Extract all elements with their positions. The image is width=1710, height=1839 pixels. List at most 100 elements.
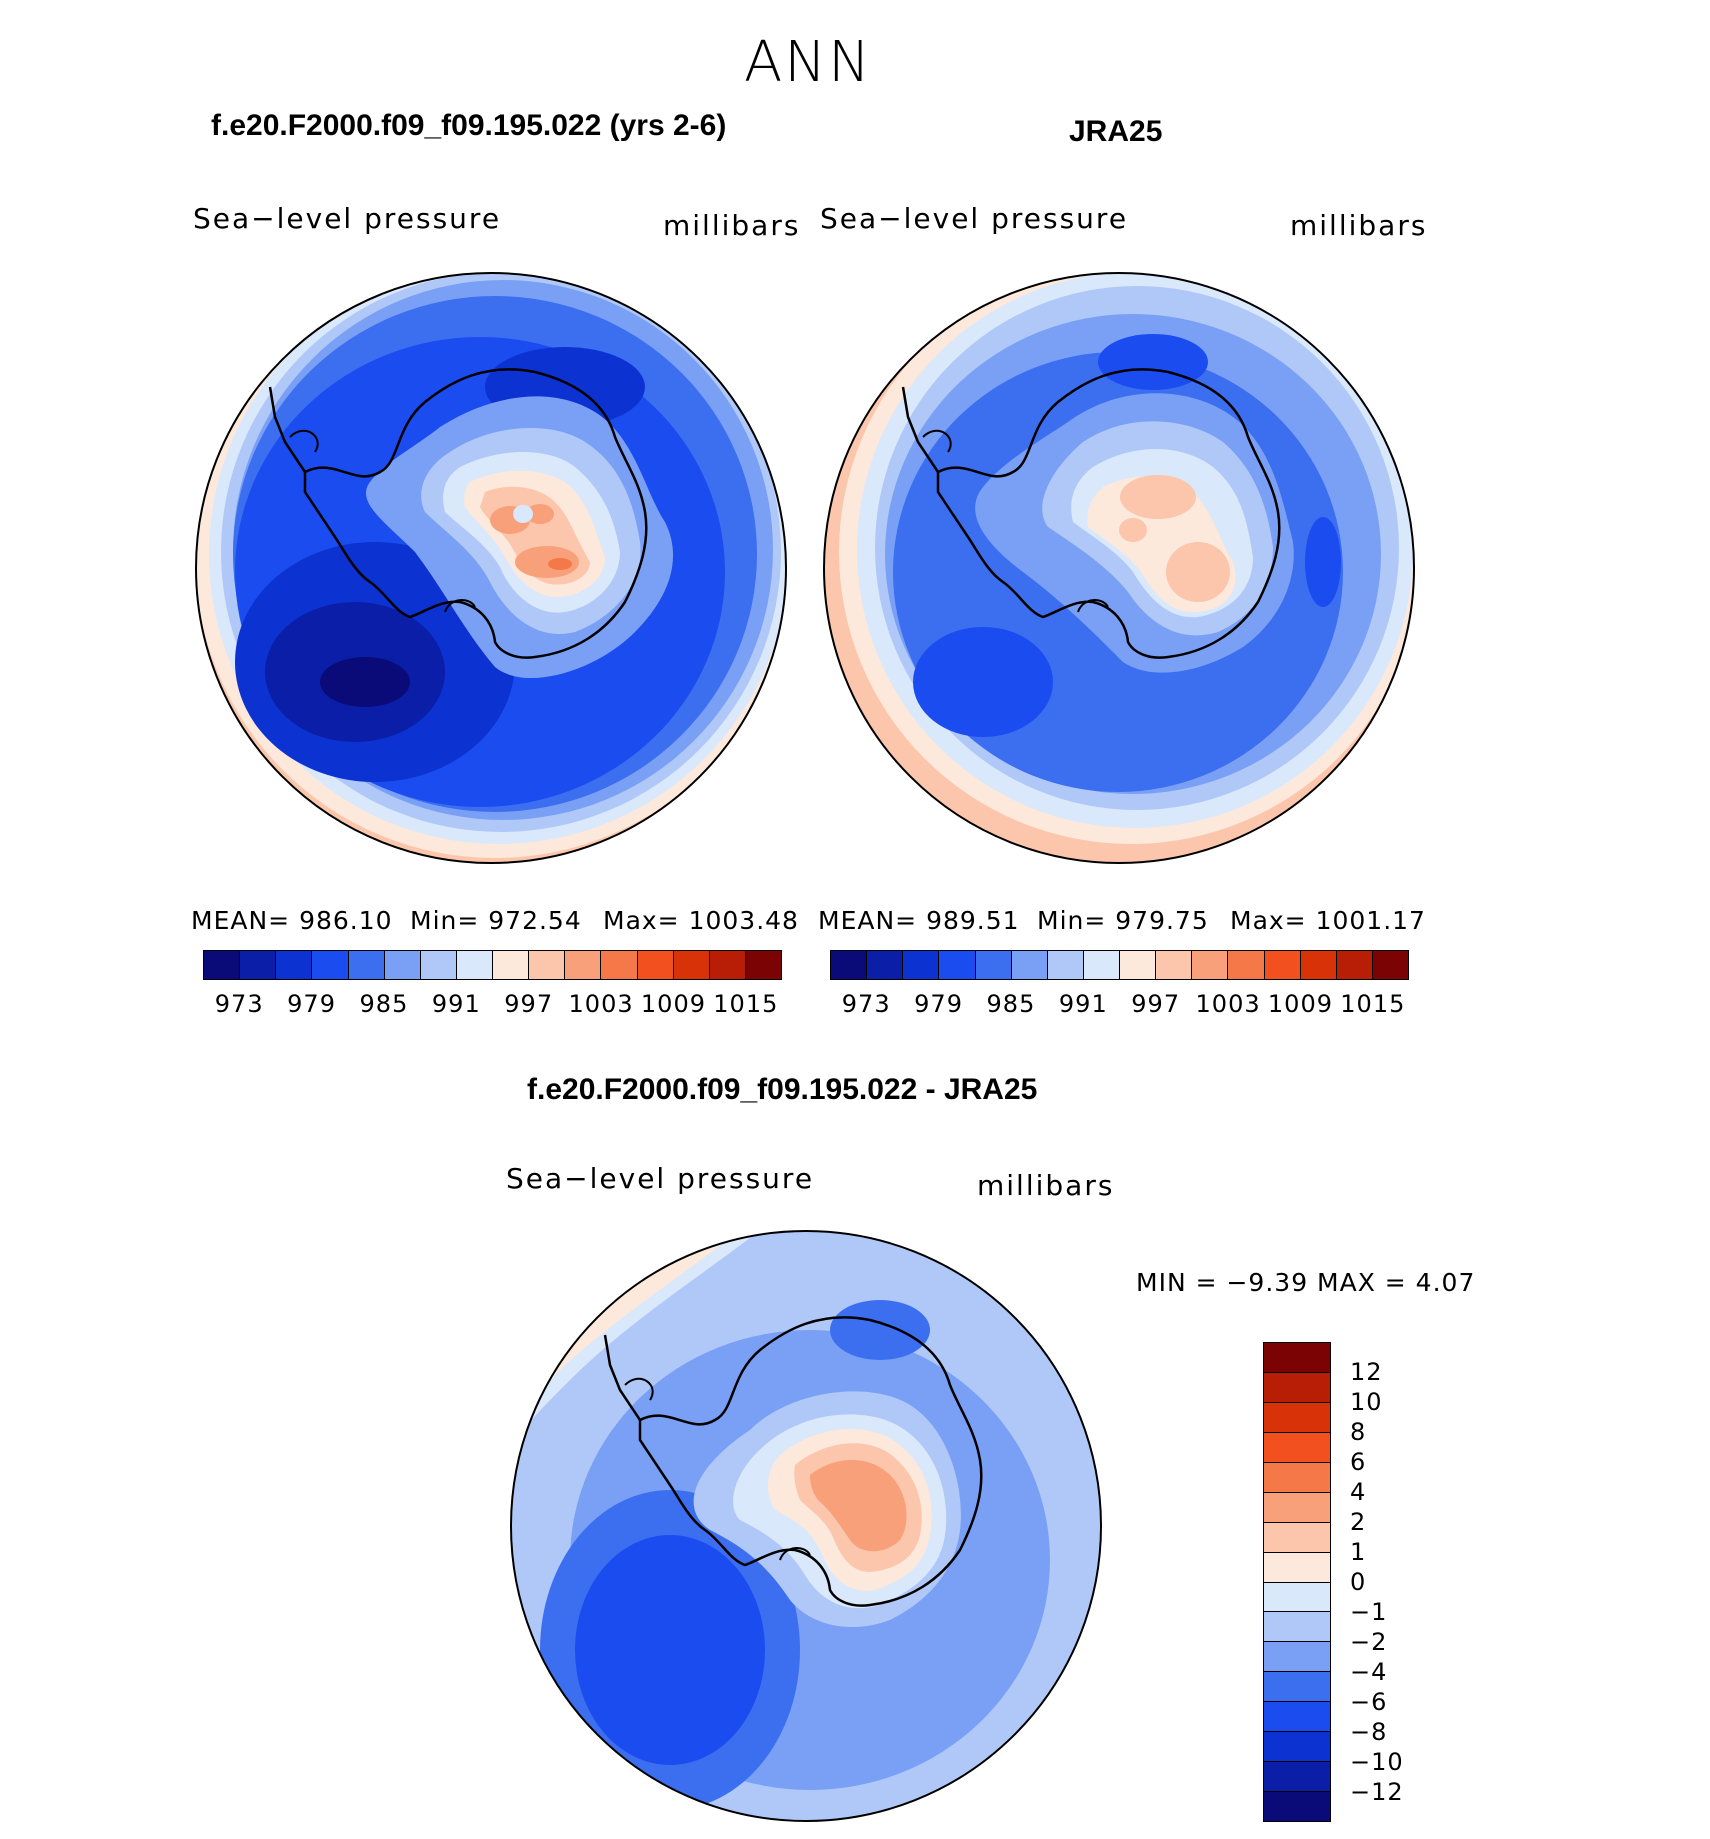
panel-1-mean: MEAN= 986.10 [191, 906, 393, 935]
panel-2-title: JRA25 [1069, 115, 1163, 148]
panel-3-map [510, 1230, 1102, 1822]
panel-2-min: Min= 979.75 [1037, 906, 1209, 935]
colorbar-box [493, 951, 530, 979]
colorbar-box [276, 951, 313, 979]
panel-2-colorbar-ticks: 973 979 985 991 997 1003 1009 1015 [830, 990, 1409, 1020]
colorbar-tick-label: 2 [1350, 1508, 1367, 1536]
colorbar-box [1372, 951, 1408, 979]
panel-3-title: f.e20.F2000.f09_f09.195.022 - JRA25 [527, 1073, 1038, 1106]
colorbar-box [1228, 951, 1265, 979]
panel-1-title: f.e20.F2000.f09_f09.195.022 (yrs 2-6) [211, 109, 727, 142]
figure-title: ANN [743, 30, 873, 95]
colorbar-box [1264, 1462, 1330, 1493]
colorbar-box [384, 951, 421, 979]
colorbar-box [745, 951, 781, 979]
colorbar-box [565, 951, 602, 979]
colorbar-box [420, 951, 457, 979]
colorbar-box [975, 951, 1012, 979]
panel-2-map [823, 272, 1415, 864]
colorbar-tick-label: −10 [1350, 1748, 1404, 1776]
panel-2-mean: MEAN= 989.51 [818, 906, 1020, 935]
colorbar-box [939, 951, 976, 979]
colorbar-tick-label: 12 [1350, 1358, 1383, 1386]
colorbar-box [1156, 951, 1193, 979]
panel-1-units-label: millibars [663, 209, 801, 242]
colorbar-tick-label: 1 [1350, 1538, 1367, 1566]
colorbar-box [1192, 951, 1229, 979]
colorbar-tick-label: 4 [1350, 1478, 1367, 1506]
colorbar-box [1264, 1762, 1330, 1793]
colorbar-tick-label: 997 [1131, 990, 1181, 1018]
colorbar-tick-label: −2 [1350, 1628, 1388, 1656]
panel-1-colorbar [203, 950, 782, 980]
panel-3-variable-label: Sea−level pressure [506, 1162, 815, 1195]
colorbar-tick-label: 979 [914, 990, 963, 1018]
colorbar-tick-label: 973 [214, 990, 264, 1018]
colorbar-tick-label: 6 [1350, 1448, 1367, 1476]
colorbar-tick-label: −4 [1350, 1658, 1388, 1686]
colorbar-box [1300, 951, 1337, 979]
colorbar-box [831, 951, 868, 979]
colorbar-box [456, 951, 493, 979]
colorbar-box [204, 951, 241, 979]
colorbar-box [1264, 1343, 1330, 1373]
colorbar-tick-label: 1009 [1267, 990, 1333, 1018]
colorbar-box [1264, 1372, 1330, 1403]
colorbar-tick-label: 991 [431, 990, 481, 1018]
colorbar-box [1336, 951, 1373, 979]
colorbar-tick-label: −8 [1350, 1718, 1388, 1746]
panel-2-variable-label: Sea−level pressure [820, 202, 1129, 235]
colorbar-box [637, 951, 674, 979]
colorbar-box [867, 951, 904, 979]
colorbar-box [1120, 951, 1157, 979]
colorbar-box [240, 951, 277, 979]
colorbar-box [1264, 1582, 1330, 1613]
colorbar-box [312, 951, 349, 979]
colorbar-box [1264, 951, 1301, 979]
colorbar-box [1264, 1522, 1330, 1553]
colorbar-tick-label: 1015 [1340, 990, 1406, 1018]
colorbar-box [1264, 1492, 1330, 1523]
colorbar-box [1264, 1432, 1330, 1463]
panel-1-map [195, 272, 787, 864]
colorbar-tick-label: 985 [359, 990, 409, 1018]
colorbar-tick-label: 10 [1350, 1388, 1383, 1416]
colorbar-box [1264, 1552, 1330, 1583]
panel-1-max: Max= 1003.48 [603, 906, 799, 935]
colorbar-tick-label: 0 [1350, 1568, 1367, 1596]
colorbar-box [348, 951, 385, 979]
colorbar-box [1264, 1612, 1330, 1643]
panel-3-minmax: MIN = −9.39 MAX = 4.07 [1136, 1268, 1476, 1297]
colorbar-box [1264, 1702, 1330, 1733]
colorbar-box [529, 951, 566, 979]
colorbar-tick-label: 979 [287, 990, 336, 1018]
colorbar-box [1047, 951, 1084, 979]
panel-3-colorbar-ticks: 12 10 8 6 4 2 1 0 −1 −2 −4 −6 −8 −10 −12 [1350, 1342, 1430, 1822]
colorbar-box [709, 951, 746, 979]
panel-2-units-label: millibars [1290, 209, 1428, 242]
colorbar-tick-label: −12 [1350, 1778, 1404, 1806]
colorbar-box [1264, 1402, 1330, 1433]
colorbar-tick-label: 1009 [640, 990, 706, 1018]
colorbar-box [903, 951, 940, 979]
panel-2-colorbar [830, 950, 1409, 980]
panel-1-colorbar-ticks: 973 979 985 991 997 1003 1009 1015 [203, 990, 782, 1020]
colorbar-box [1264, 1642, 1330, 1673]
colorbar-tick-label: 1015 [713, 990, 779, 1018]
colorbar-box [673, 951, 710, 979]
colorbar-tick-label: 1003 [1195, 990, 1261, 1018]
colorbar-tick-label: −6 [1350, 1688, 1388, 1716]
colorbar-box [1264, 1672, 1330, 1703]
colorbar-box [1083, 951, 1120, 979]
panel-3-units-label: millibars [977, 1169, 1115, 1202]
colorbar-box [601, 951, 638, 979]
panel-1-min: Min= 972.54 [410, 906, 582, 935]
colorbar-tick-label: 991 [1058, 990, 1108, 1018]
colorbar-tick-label: 1003 [568, 990, 634, 1018]
panel-2-max: Max= 1001.17 [1230, 906, 1426, 935]
panel-1-variable-label: Sea−level pressure [193, 202, 502, 235]
colorbar-tick-label: 8 [1350, 1418, 1367, 1446]
panel-3-colorbar [1263, 1342, 1331, 1822]
colorbar-tick-label: 985 [986, 990, 1036, 1018]
colorbar-tick-label: 997 [504, 990, 554, 1018]
